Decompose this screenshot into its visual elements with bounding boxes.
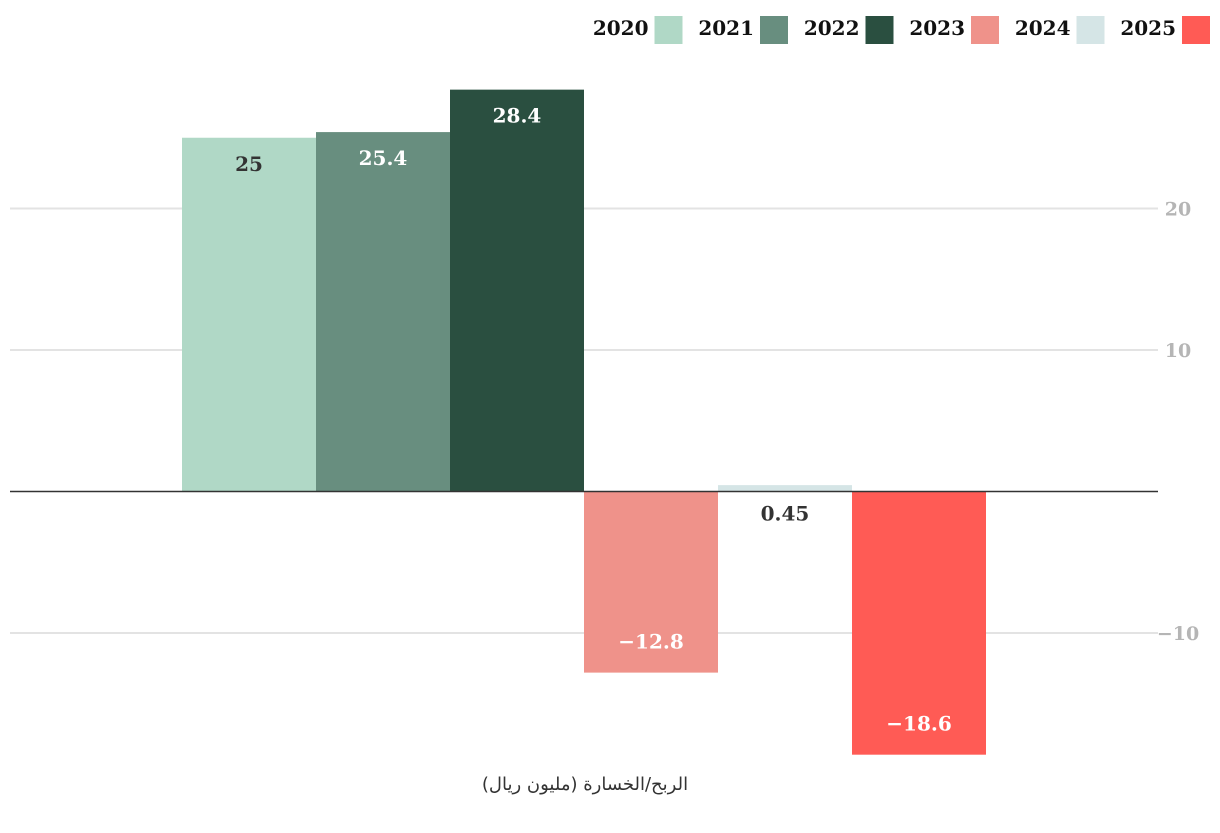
legend-swatch-2023 [971,16,999,44]
legend-label-2020: 2020 [593,16,649,40]
bar-2022 [450,89,584,492]
bar-2024 [718,485,852,492]
legend-swatch-2021 [760,16,788,44]
y-tick-label: −10 [1157,623,1199,645]
x-axis-title: الربح/الخسارة (مليون ريال) [482,774,688,795]
y-tick-label: 20 [1165,199,1191,221]
legend: 2025 2024 2023 2022 2021 2020 [593,16,1210,44]
bar-2020 [182,137,316,492]
legend-swatch-2022 [865,16,894,44]
legend-label-2021: 2021 [698,16,754,40]
bar-2023 [584,491,718,673]
y-tick-label: 10 [1165,340,1191,362]
legend-swatch-2020 [654,16,683,44]
legend-label-2022: 2022 [804,16,860,40]
bar-2025 [852,491,986,755]
legend-label-2024: 2024 [1015,16,1071,40]
data-label-2021: 25.4 [359,146,408,170]
bar-2021 [316,132,450,492]
data-label-2020: 25 [235,152,263,176]
bars [182,89,986,755]
legend-swatch-2024 [1076,16,1105,44]
legend-label-2023: 2023 [909,16,965,40]
data-labels: 25 25.4 28.4 −12.8 0.45 −18.6 [235,104,952,736]
data-label-2024: 0.45 [761,502,810,526]
data-label-2025: −18.6 [886,712,951,736]
legend-label-2025: 2025 [1120,16,1176,40]
y-axis: 20 10 −10 [1157,199,1199,646]
legend-swatch-2025 [1182,16,1210,44]
data-label-2022: 28.4 [493,104,542,128]
data-label-2023: −12.8 [618,630,683,654]
